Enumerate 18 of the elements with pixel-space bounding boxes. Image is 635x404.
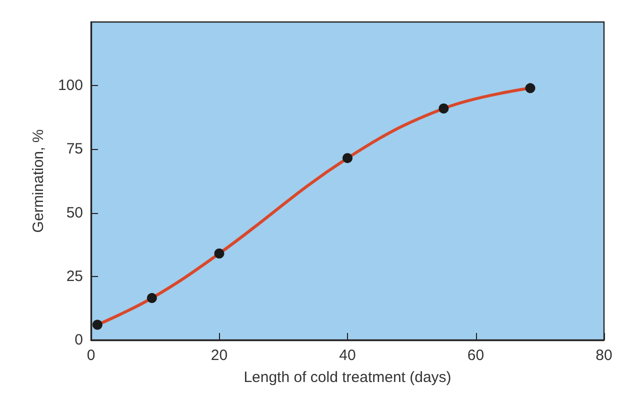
y-tick-label: 100 bbox=[58, 77, 83, 94]
y-tick-label: 50 bbox=[66, 204, 83, 222]
point bbox=[438, 104, 449, 114]
y-tick-label: 75 bbox=[66, 140, 83, 158]
x-tick-label: 0 bbox=[86, 347, 96, 364]
x-tick-label: 40 bbox=[339, 347, 356, 364]
x-tick-label: 60 bbox=[467, 347, 484, 364]
y-tick-label: 0 bbox=[74, 332, 83, 348]
point bbox=[146, 293, 157, 304]
point bbox=[525, 83, 536, 94]
point bbox=[214, 248, 224, 258]
x-axis-title: Length of cold treatment (days) bbox=[244, 369, 452, 386]
x-tick-label: 20 bbox=[210, 347, 228, 364]
y-tick-label: 25 bbox=[66, 268, 83, 285]
point bbox=[92, 320, 102, 330]
point bbox=[342, 153, 352, 164]
x-tick-label: 80 bbox=[596, 347, 612, 364]
y-axis-title: Germination, % bbox=[30, 129, 47, 233]
